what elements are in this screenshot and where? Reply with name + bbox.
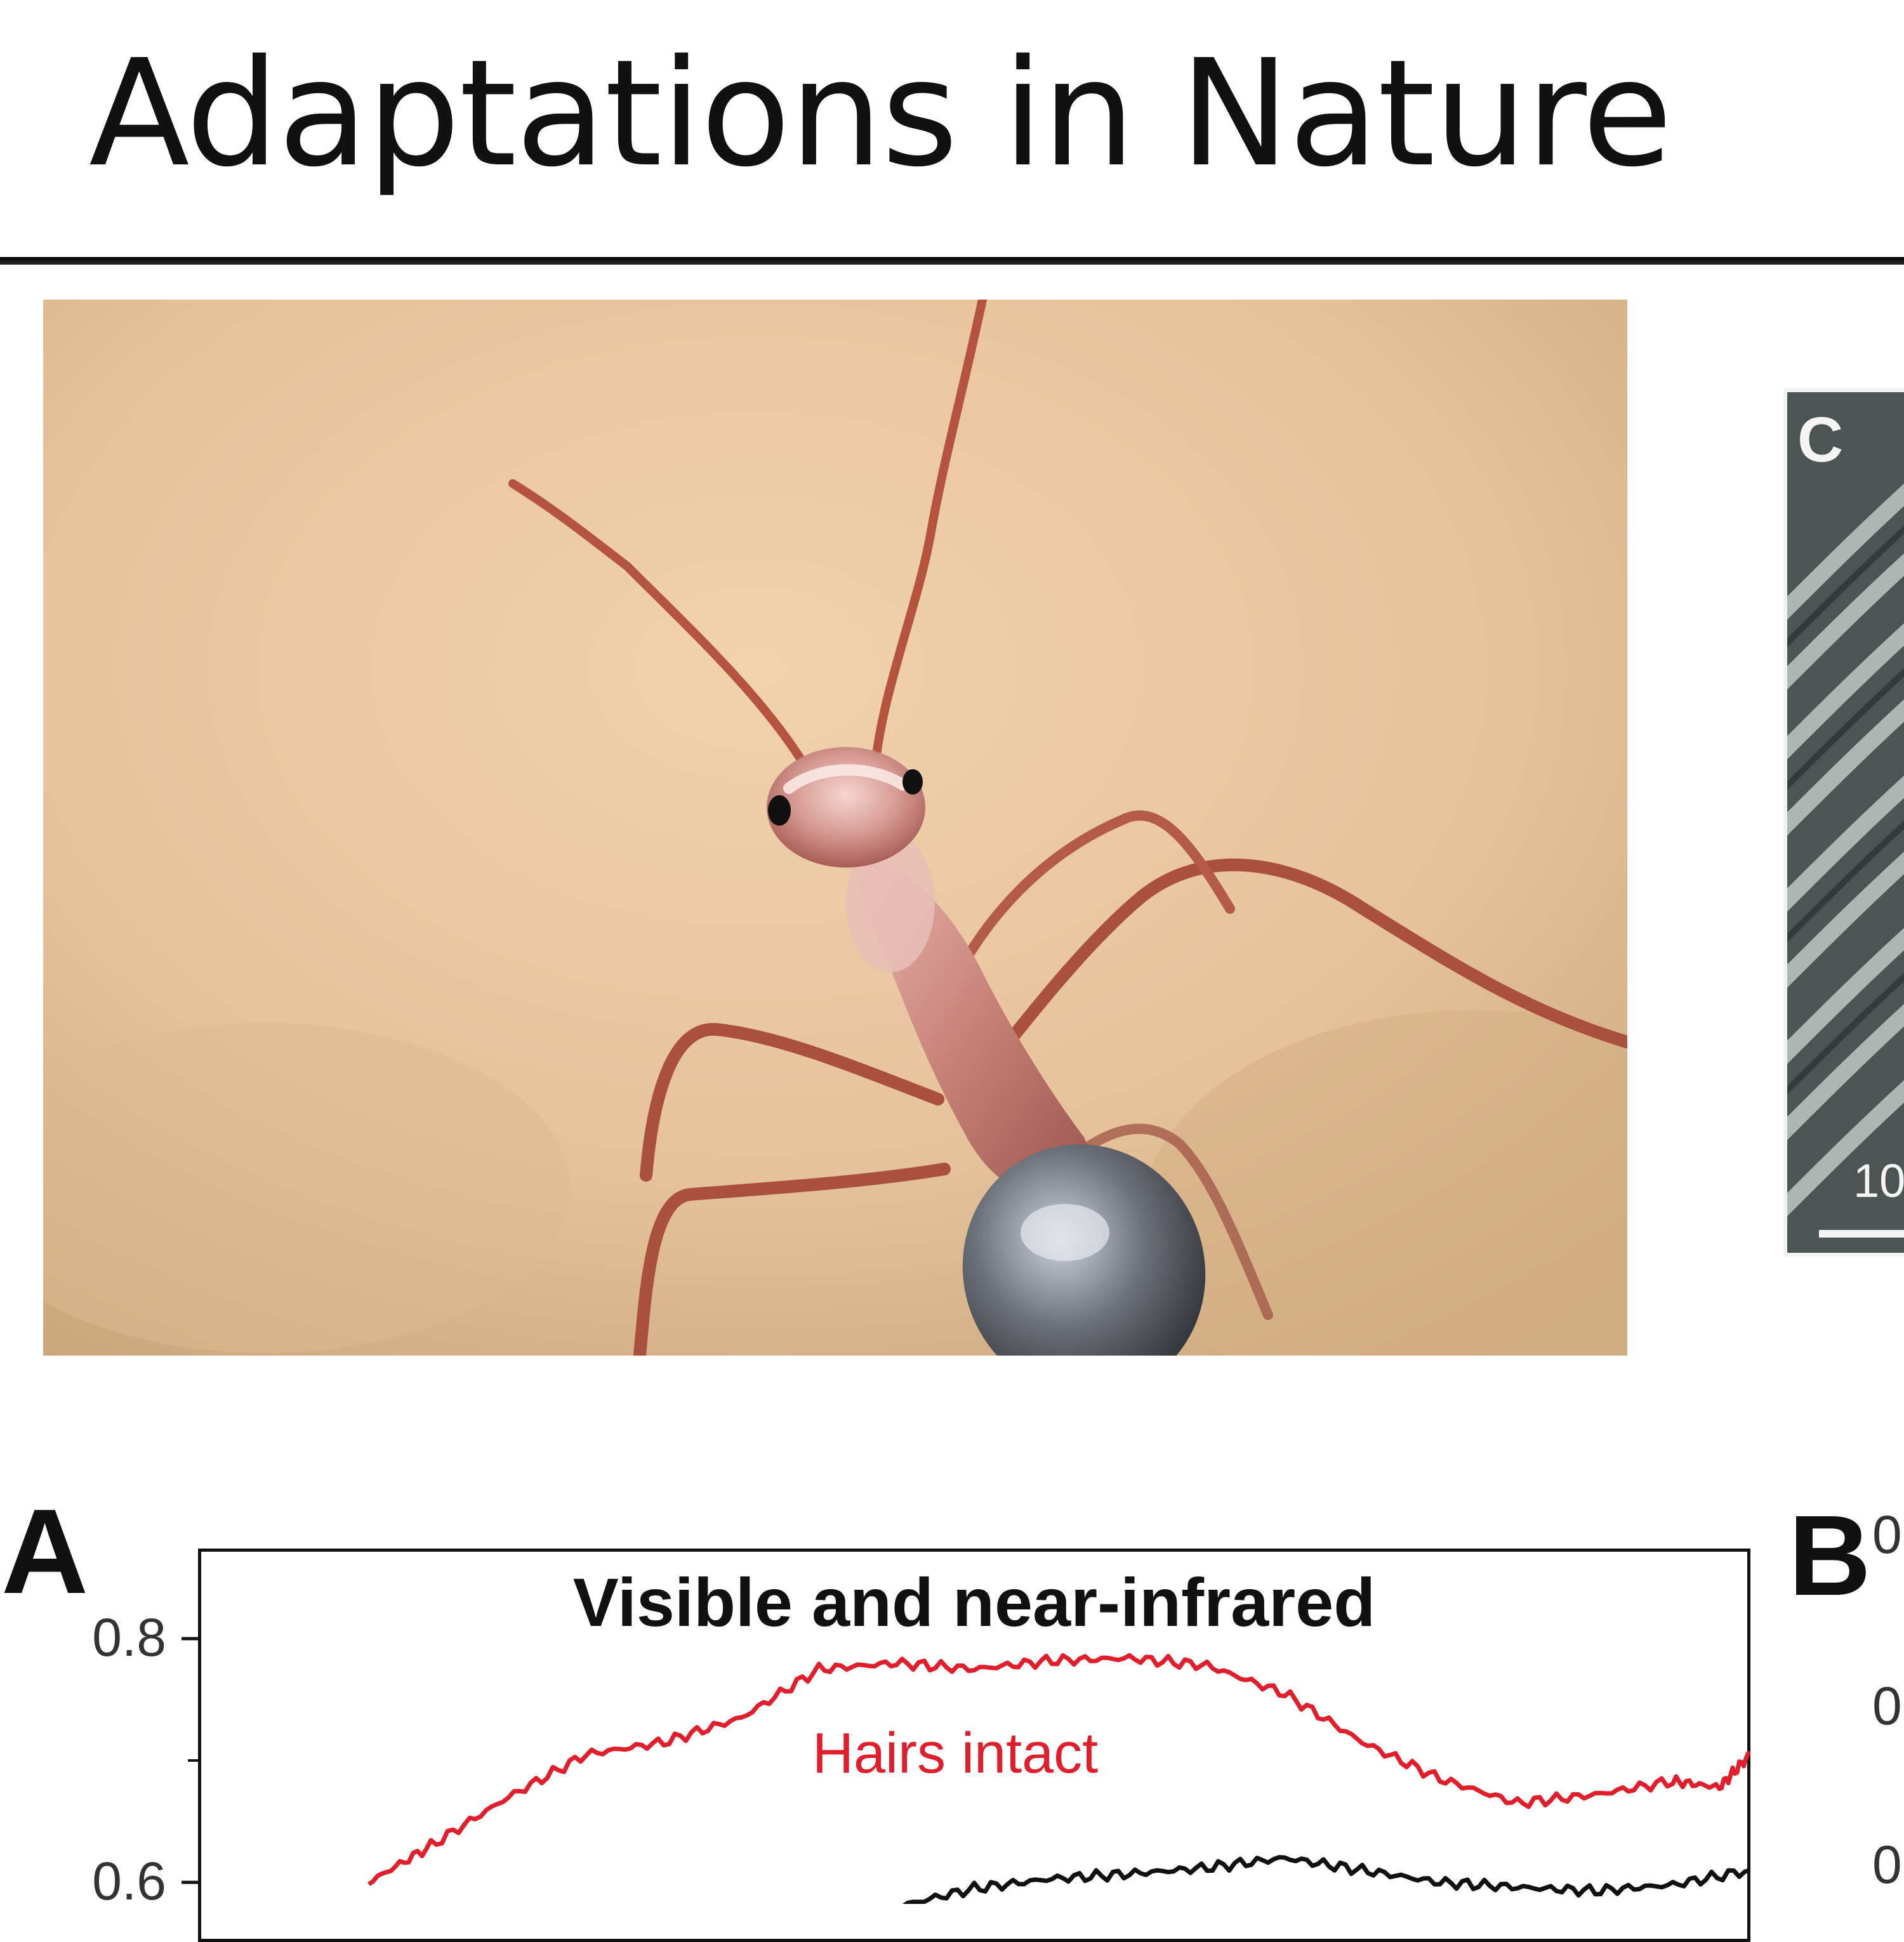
scale-bar-label: 10	[1853, 1154, 1904, 1207]
panel-label-b: B	[1788, 1492, 1871, 1620]
chart-title: Visible and near-infrared	[572, 1564, 1376, 1641]
panel-label-a: A	[1, 1484, 89, 1619]
slide-title: Adaptations in Nature	[89, 28, 1672, 199]
scale-bar	[1819, 1230, 1904, 1238]
y-tick-label: 0.6	[92, 1851, 166, 1911]
panel-b-tick-fragment: 0	[1872, 1676, 1902, 1736]
panel-label-c: C	[1797, 404, 1844, 475]
panel-b-tick-fragment: 0	[1872, 1505, 1902, 1564]
y-tick-label: 0.8	[92, 1608, 166, 1667]
panel-b-tick-fragment: 0	[1872, 1835, 1902, 1894]
ant-photo	[43, 300, 1627, 1356]
sem-micrograph-panel: C 10	[1783, 388, 1904, 1257]
series-label-hairs-intact: Hairs intact	[812, 1722, 1099, 1785]
title-divider	[0, 257, 1904, 265]
